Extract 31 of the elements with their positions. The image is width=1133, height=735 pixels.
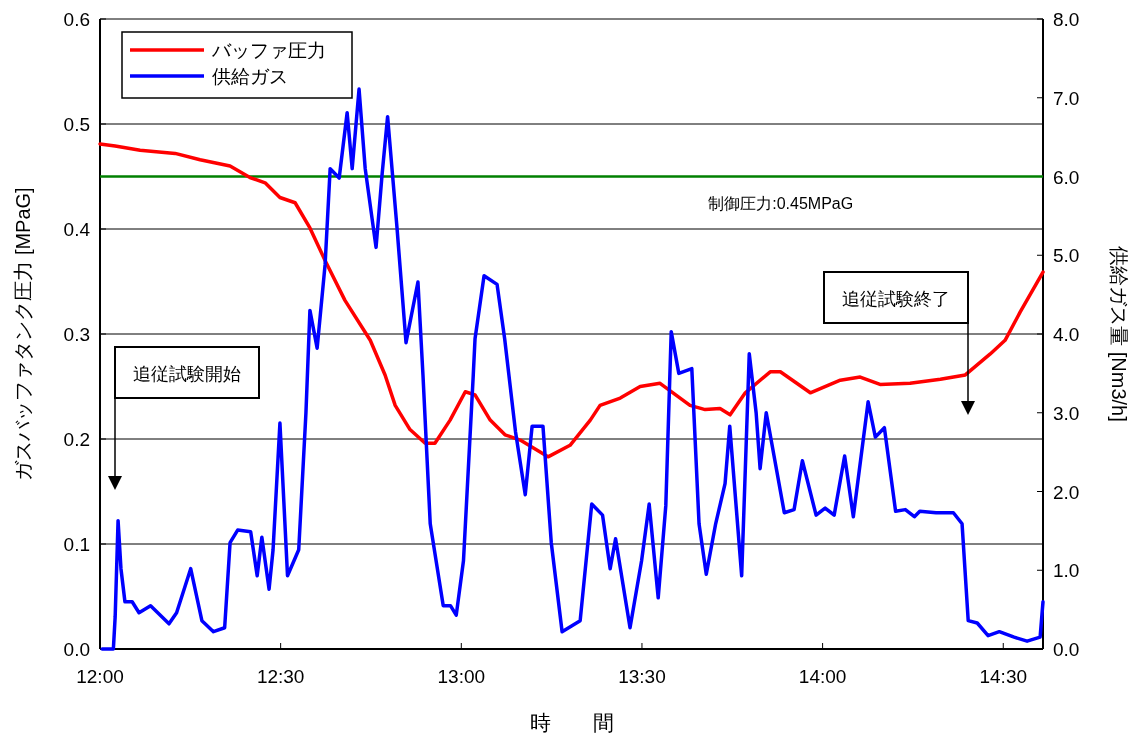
y-tick-label: 0.2 <box>63 429 90 450</box>
y-tick-label: 0.6 <box>63 9 90 30</box>
y2-tick-label: 7.0 <box>1053 87 1080 109</box>
x-tick-label: 13:30 <box>618 666 666 687</box>
y-tick-label: 0.3 <box>63 324 90 345</box>
legend-label: 供給ガス <box>212 66 288 87</box>
y2-tick-label: 8.0 <box>1053 9 1080 30</box>
x-axis-title: 時 間 <box>529 711 614 734</box>
annotation: 追従試験終了 <box>842 289 950 309</box>
x-tick-label: 13:00 <box>437 666 486 687</box>
y2-tick-label: 5.0 <box>1053 245 1080 267</box>
y-tick-label: 0.5 <box>63 114 90 135</box>
x-tick-label: 12:00 <box>76 666 124 687</box>
y-tick-label: 0.0 <box>63 639 90 660</box>
annotation: 追従試験開始 <box>133 364 241 384</box>
y2-tick-label: 1.0 <box>1053 560 1080 582</box>
y2-axis-title: 供給ガス量 [Nm3/h] <box>1108 246 1130 422</box>
x-tick-label: 14:00 <box>798 666 847 687</box>
y-tick-label: 0.1 <box>63 534 90 555</box>
y2-tick-label: 4.0 <box>1053 324 1080 345</box>
y2-tick-label: 0.0 <box>1053 639 1080 660</box>
x-tick-label: 12:30 <box>256 666 305 687</box>
y2-tick-label: 6.0 <box>1053 166 1080 188</box>
y2-tick-label: 2.0 <box>1053 481 1080 503</box>
legend-label: バッファ圧力 <box>211 40 326 61</box>
x-tick-label: 14:30 <box>979 666 1028 687</box>
y-axis-title: ガスバッファタンク圧力 [MPaG] <box>12 187 34 481</box>
y-tick-label: 0.4 <box>63 219 91 240</box>
y2-tick-label: 3.0 <box>1053 402 1080 424</box>
ref-line-label: 制御圧力:0.45MPaG <box>708 194 854 212</box>
line-series <box>98 142 1045 459</box>
